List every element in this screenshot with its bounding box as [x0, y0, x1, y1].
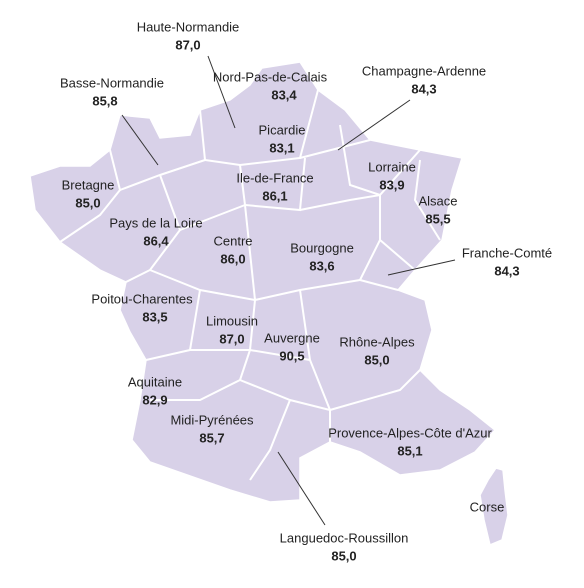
- region-name: Lorraine: [368, 159, 416, 174]
- region-value: 83,6: [309, 258, 334, 273]
- region-name: Basse-Normandie: [60, 75, 164, 90]
- region-value: 82,9: [142, 392, 167, 407]
- region-name: Corse: [470, 499, 505, 514]
- region-value: 85,0: [75, 195, 100, 210]
- region-value: 84,3: [411, 81, 436, 96]
- region-name: Haute-Normandie: [137, 19, 240, 34]
- region-name: Midi-Pyrénées: [170, 412, 254, 427]
- region-name: Picardie: [259, 122, 306, 137]
- region-value: 85,0: [364, 352, 389, 367]
- region-value: 86,0: [220, 251, 245, 266]
- region-name: Bretagne: [62, 177, 115, 192]
- region-name: Aquitaine: [128, 374, 182, 389]
- corse: [479, 467, 509, 547]
- region-value: 83,9: [379, 177, 404, 192]
- region-value: 83,1: [269, 140, 294, 155]
- region-value: 87,0: [219, 331, 244, 346]
- region-value: 83,5: [142, 309, 167, 324]
- region-borders: [59, 89, 441, 481]
- region-name: Rhône-Alpes: [339, 334, 415, 349]
- region-value: 85,5: [425, 211, 450, 226]
- region-name: Provence-Alpes-Côte d'Azur: [328, 425, 492, 440]
- region-value: 86,1: [262, 188, 287, 203]
- region-name: Poitou-Charentes: [91, 291, 193, 306]
- region-value: 90,5: [279, 348, 304, 363]
- region-name: Auvergne: [264, 330, 320, 345]
- region-name: Ile-de-France: [236, 170, 313, 185]
- region-value: 85,8: [92, 93, 117, 108]
- region-value: 85,1: [397, 443, 422, 458]
- region-value: 86,4: [143, 233, 169, 248]
- region-name: Alsace: [418, 193, 457, 208]
- region-value: 85,7: [199, 430, 224, 445]
- region-value: 85,0: [331, 548, 356, 563]
- leader-lines: [121, 55, 456, 526]
- region-name: Champagne-Ardenne: [362, 63, 486, 78]
- region-value: 87,0: [175, 37, 200, 52]
- region-value: 84,3: [494, 263, 519, 278]
- region-name: Bourgogne: [290, 240, 354, 255]
- region-name: Pays de la Loire: [109, 215, 202, 230]
- region-name: Limousin: [206, 313, 258, 328]
- region-value: 83,4: [271, 87, 297, 102]
- region-name: Languedoc-Roussillon: [280, 530, 409, 545]
- region-name: Franche-Comté: [462, 245, 552, 260]
- region-name: Nord-Pas-de-Calais: [213, 69, 328, 84]
- region-name: Centre: [213, 233, 252, 248]
